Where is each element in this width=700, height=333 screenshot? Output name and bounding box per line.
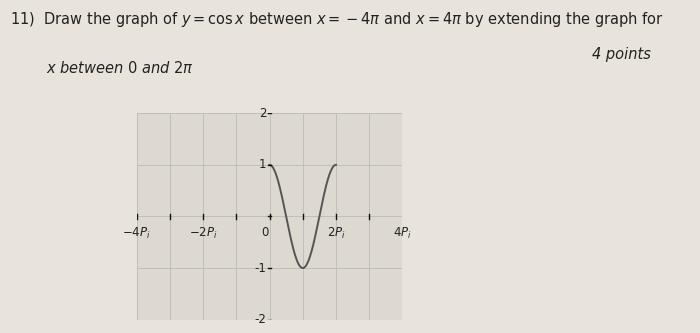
Text: 4 points: 4 points: [592, 47, 651, 62]
Text: $-2P_i$: $-2P_i$: [189, 226, 217, 241]
Text: 1: 1: [259, 158, 267, 171]
Text: $4P_i$: $4P_i$: [393, 226, 412, 241]
Text: $2P_i$: $2P_i$: [327, 226, 345, 241]
Text: 11)  Draw the graph of $y = \cos x$ between $x = -4\pi$ and $x = 4\pi$ by extend: 11) Draw the graph of $y = \cos x$ betwe…: [10, 10, 664, 29]
Text: $-4P_i$: $-4P_i$: [122, 226, 150, 241]
Text: 0: 0: [261, 226, 268, 239]
Text: -1: -1: [255, 261, 267, 275]
Text: $x$ between $0$ and $2\pi$: $x$ between $0$ and $2\pi$: [46, 60, 193, 76]
Text: -2: -2: [255, 313, 267, 326]
Text: 2: 2: [259, 107, 267, 120]
